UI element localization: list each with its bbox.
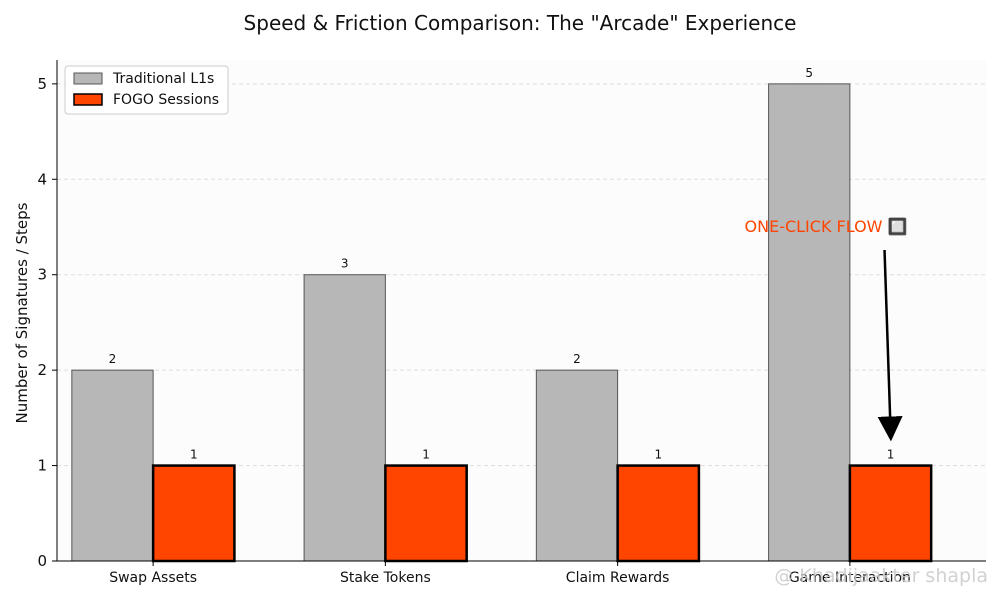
y-tick-label: 0 <box>37 552 47 570</box>
bar-fogo-sessions <box>384 464 468 563</box>
chart-title: Speed & Friction Comparison: The "Arcade… <box>244 11 797 35</box>
legend-box <box>64 65 229 115</box>
bar-value-label: 5 <box>805 66 813 80</box>
x-tick-label: Swap Assets <box>109 570 197 586</box>
bar-fogo-sessions <box>848 464 933 563</box>
legend-swatch-traditional <box>73 72 103 85</box>
bar-value-label: 1 <box>887 448 895 462</box>
legend-label-traditional: Traditional L1s <box>112 71 214 87</box>
annotation-text: ONE-CLICK FLOW 🔲 <box>745 217 908 236</box>
bar-value-label: 3 <box>341 257 349 271</box>
x-tick-label: Game Interaction <box>789 570 911 586</box>
bar-traditional-l1s <box>535 369 619 562</box>
legend: Traditional L1s FOGO Sessions <box>64 65 229 115</box>
y-tick-label: 4 <box>37 170 47 188</box>
legend-label-fogo: FOGO Sessions <box>113 92 219 108</box>
y-tick-label: 2 <box>37 361 47 379</box>
bar-value-label: 1 <box>190 448 198 462</box>
bar-value-label: 2 <box>573 352 581 366</box>
x-tick-label: Stake Tokens <box>340 570 431 586</box>
legend-swatch-fogo <box>73 93 103 106</box>
y-axis-label: Number of Signatures / Steps <box>13 202 31 423</box>
bar-value-label: 2 <box>109 352 117 366</box>
annotation-arrow <box>877 249 903 442</box>
bar-value-label: 1 <box>422 448 430 462</box>
bar-traditional-l1s <box>303 274 386 562</box>
bar-traditional-l1s <box>71 369 154 562</box>
watermark-text: @ Khadijaakter shapla <box>774 565 988 587</box>
bar-value-label: 1 <box>654 448 662 462</box>
bar-traditional-l1s <box>768 83 851 562</box>
bar-fogo-sessions <box>151 464 236 563</box>
bar-fogo-sessions <box>616 464 701 563</box>
x-tick-label: Claim Rewards <box>566 570 670 586</box>
y-tick-label: 5 <box>37 75 47 93</box>
y-tick-label: 1 <box>37 457 47 475</box>
y-tick-label: 3 <box>37 266 47 284</box>
